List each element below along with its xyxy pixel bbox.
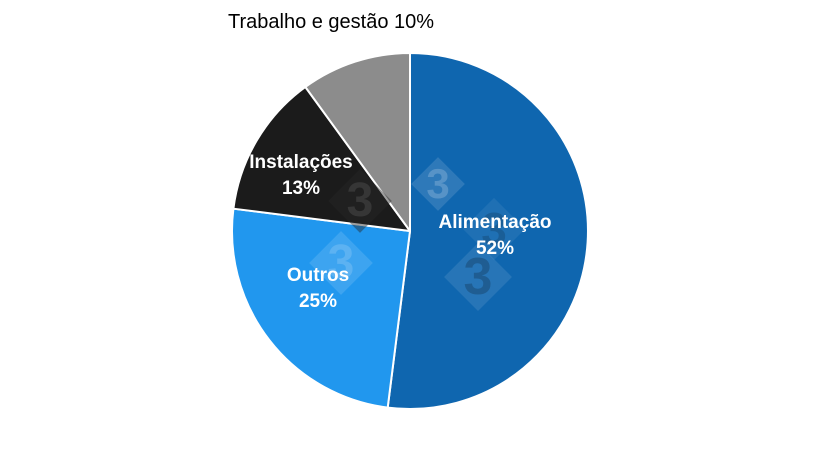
slice-label-alimentacao: Alimentação 52%	[439, 210, 552, 262]
slice-label-instalacoes: Instalações 13%	[249, 150, 353, 202]
pie-slice-3	[304, 52, 411, 232]
slice-label-percent: 25%	[298, 291, 338, 312]
pie-slice-0	[386, 52, 589, 410]
slice-label-outros: Outros 25%	[287, 263, 349, 315]
slice-label-name: Instalações	[249, 152, 353, 173]
slice-label-percent: 13%	[281, 178, 321, 199]
pie-slice-1	[230, 207, 411, 409]
slice-label-name: Alimentação	[438, 212, 552, 233]
slice-label-percent: 52%	[475, 238, 515, 259]
outside-label-trabalho-e-gestao: Trabalho e gestão 10%	[228, 11, 435, 33]
pie-slice-2	[232, 85, 411, 232]
slice-label-name: Outros	[286, 265, 350, 286]
